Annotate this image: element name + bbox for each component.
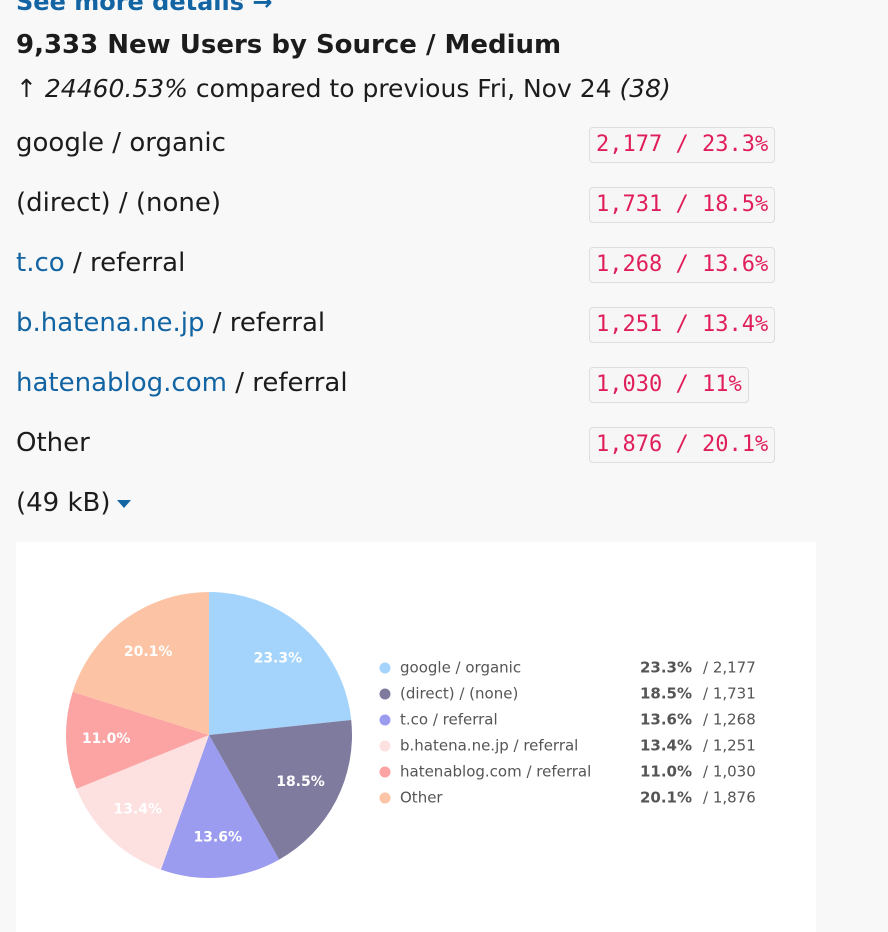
arrow: ↑	[16, 74, 37, 103]
legend-percent: 23.3%	[640, 659, 692, 677]
legend-label: hatenablog.com / referral	[400, 763, 591, 781]
slice-label: 13.4%	[113, 801, 162, 817]
badge: 1,251 / 13.4%	[589, 307, 776, 343]
legend-marker	[379, 714, 391, 726]
source-text: Other	[16, 428, 90, 458]
badge: 1,030 / 11%	[589, 367, 749, 403]
legend-percent: 13.6%	[640, 711, 692, 729]
legend-label: google / organic	[400, 659, 521, 677]
badge: 2,177 / 23.3%	[589, 127, 776, 163]
source-text: (direct) / (none)	[16, 188, 222, 218]
legend-label: (direct) / (none)	[400, 685, 518, 703]
slice-label: 20.1%	[124, 644, 173, 660]
source-link[interactable]: b.hatena.ne.jp	[16, 308, 205, 338]
source-text: google / organic	[16, 128, 226, 158]
legend-marker	[379, 740, 391, 752]
badge: 1,731 / 18.5%	[589, 187, 776, 223]
title: 9,333 New Users by Source / Medium	[16, 30, 562, 60]
pie-slice	[72, 592, 209, 735]
row: google / organic	[16, 128, 226, 158]
legend-marker	[379, 792, 391, 804]
pie-slice	[209, 592, 352, 735]
legend-count: / 1,731	[703, 685, 756, 703]
legend-count: / 1,251	[703, 737, 756, 755]
legend-percent: 13.4%	[640, 737, 692, 755]
source-link[interactable]: hatenablog.com	[16, 368, 227, 398]
legend-percent: 20.1%	[640, 789, 692, 807]
legend-marker	[379, 662, 391, 674]
source-link[interactable]: t.co	[16, 248, 65, 278]
legend-count: / 1,268	[703, 711, 756, 729]
slice-label: 23.3%	[254, 650, 303, 666]
comparison: ↑ 24460.53% compared to previous Fri, No…	[16, 74, 671, 103]
comparison-text: compared to previous Fri, Nov 24	[195, 74, 612, 103]
legend-label: b.hatena.ne.jp / referral	[400, 737, 578, 755]
pie-slice	[66, 691, 209, 789]
row: t.co / referral	[16, 248, 185, 278]
attachment-size: (49 kB)	[16, 488, 111, 518]
badge: 1,268 / 13.6%	[589, 247, 776, 283]
row: (direct) / (none)	[16, 188, 221, 218]
pie-slice	[209, 719, 352, 860]
legend-label: Other	[400, 789, 443, 807]
source-text: / referral	[212, 308, 326, 338]
details-link[interactable]: See more details →	[16, 0, 273, 16]
legend-count: / 1,876	[703, 789, 756, 807]
legend-percent: 18.5%	[640, 685, 692, 703]
legend-marker	[379, 766, 391, 778]
toggle[interactable]	[116, 499, 131, 508]
legend-label: t.co / referral	[400, 711, 498, 729]
legend-marker	[379, 688, 391, 700]
legend-percent: 11.0%	[640, 763, 692, 781]
chart: 23.3% 18.5% 13.6% 13.4% 11.0% 20.1% google / o…	[66, 592, 756, 878]
legend-count: / 1,030	[703, 763, 756, 781]
pie-slice	[76, 735, 209, 870]
legend-count: / 2,177	[703, 659, 756, 677]
source-text: / referral	[72, 248, 186, 278]
previous: (38)	[619, 74, 671, 103]
row: hatenablog.com / referral	[16, 368, 348, 398]
change: 24460.53%	[44, 74, 188, 103]
source-text: / referral	[235, 368, 348, 398]
attachment[interactable]: (49 kB)	[16, 488, 131, 518]
pie-slice	[160, 735, 280, 878]
badge: 1,876 / 20.1%	[589, 427, 776, 463]
chart-card: 23.3% 18.5% 13.6% 13.4% 11.0% 20.1% google / o…	[16, 542, 816, 932]
row: Other	[16, 428, 90, 458]
slice-label: 18.5%	[276, 774, 325, 790]
slice-label: 13.6%	[193, 830, 242, 846]
row: b.hatena.ne.jp / referral	[16, 308, 325, 338]
slice-label: 11.0%	[82, 731, 131, 747]
